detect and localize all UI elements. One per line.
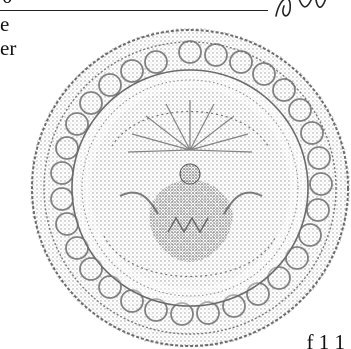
text-fragment-top: 0 [2, 0, 13, 7]
horizontal-rule [0, 10, 268, 11]
signature-fragment [275, 0, 327, 17]
seal-body [30, 28, 350, 348]
text-fragment-line-2: er [0, 36, 17, 60]
text-fragment-line-1: e [0, 12, 10, 36]
text-fragment-bottom: f 1 1 [306, 330, 346, 349]
